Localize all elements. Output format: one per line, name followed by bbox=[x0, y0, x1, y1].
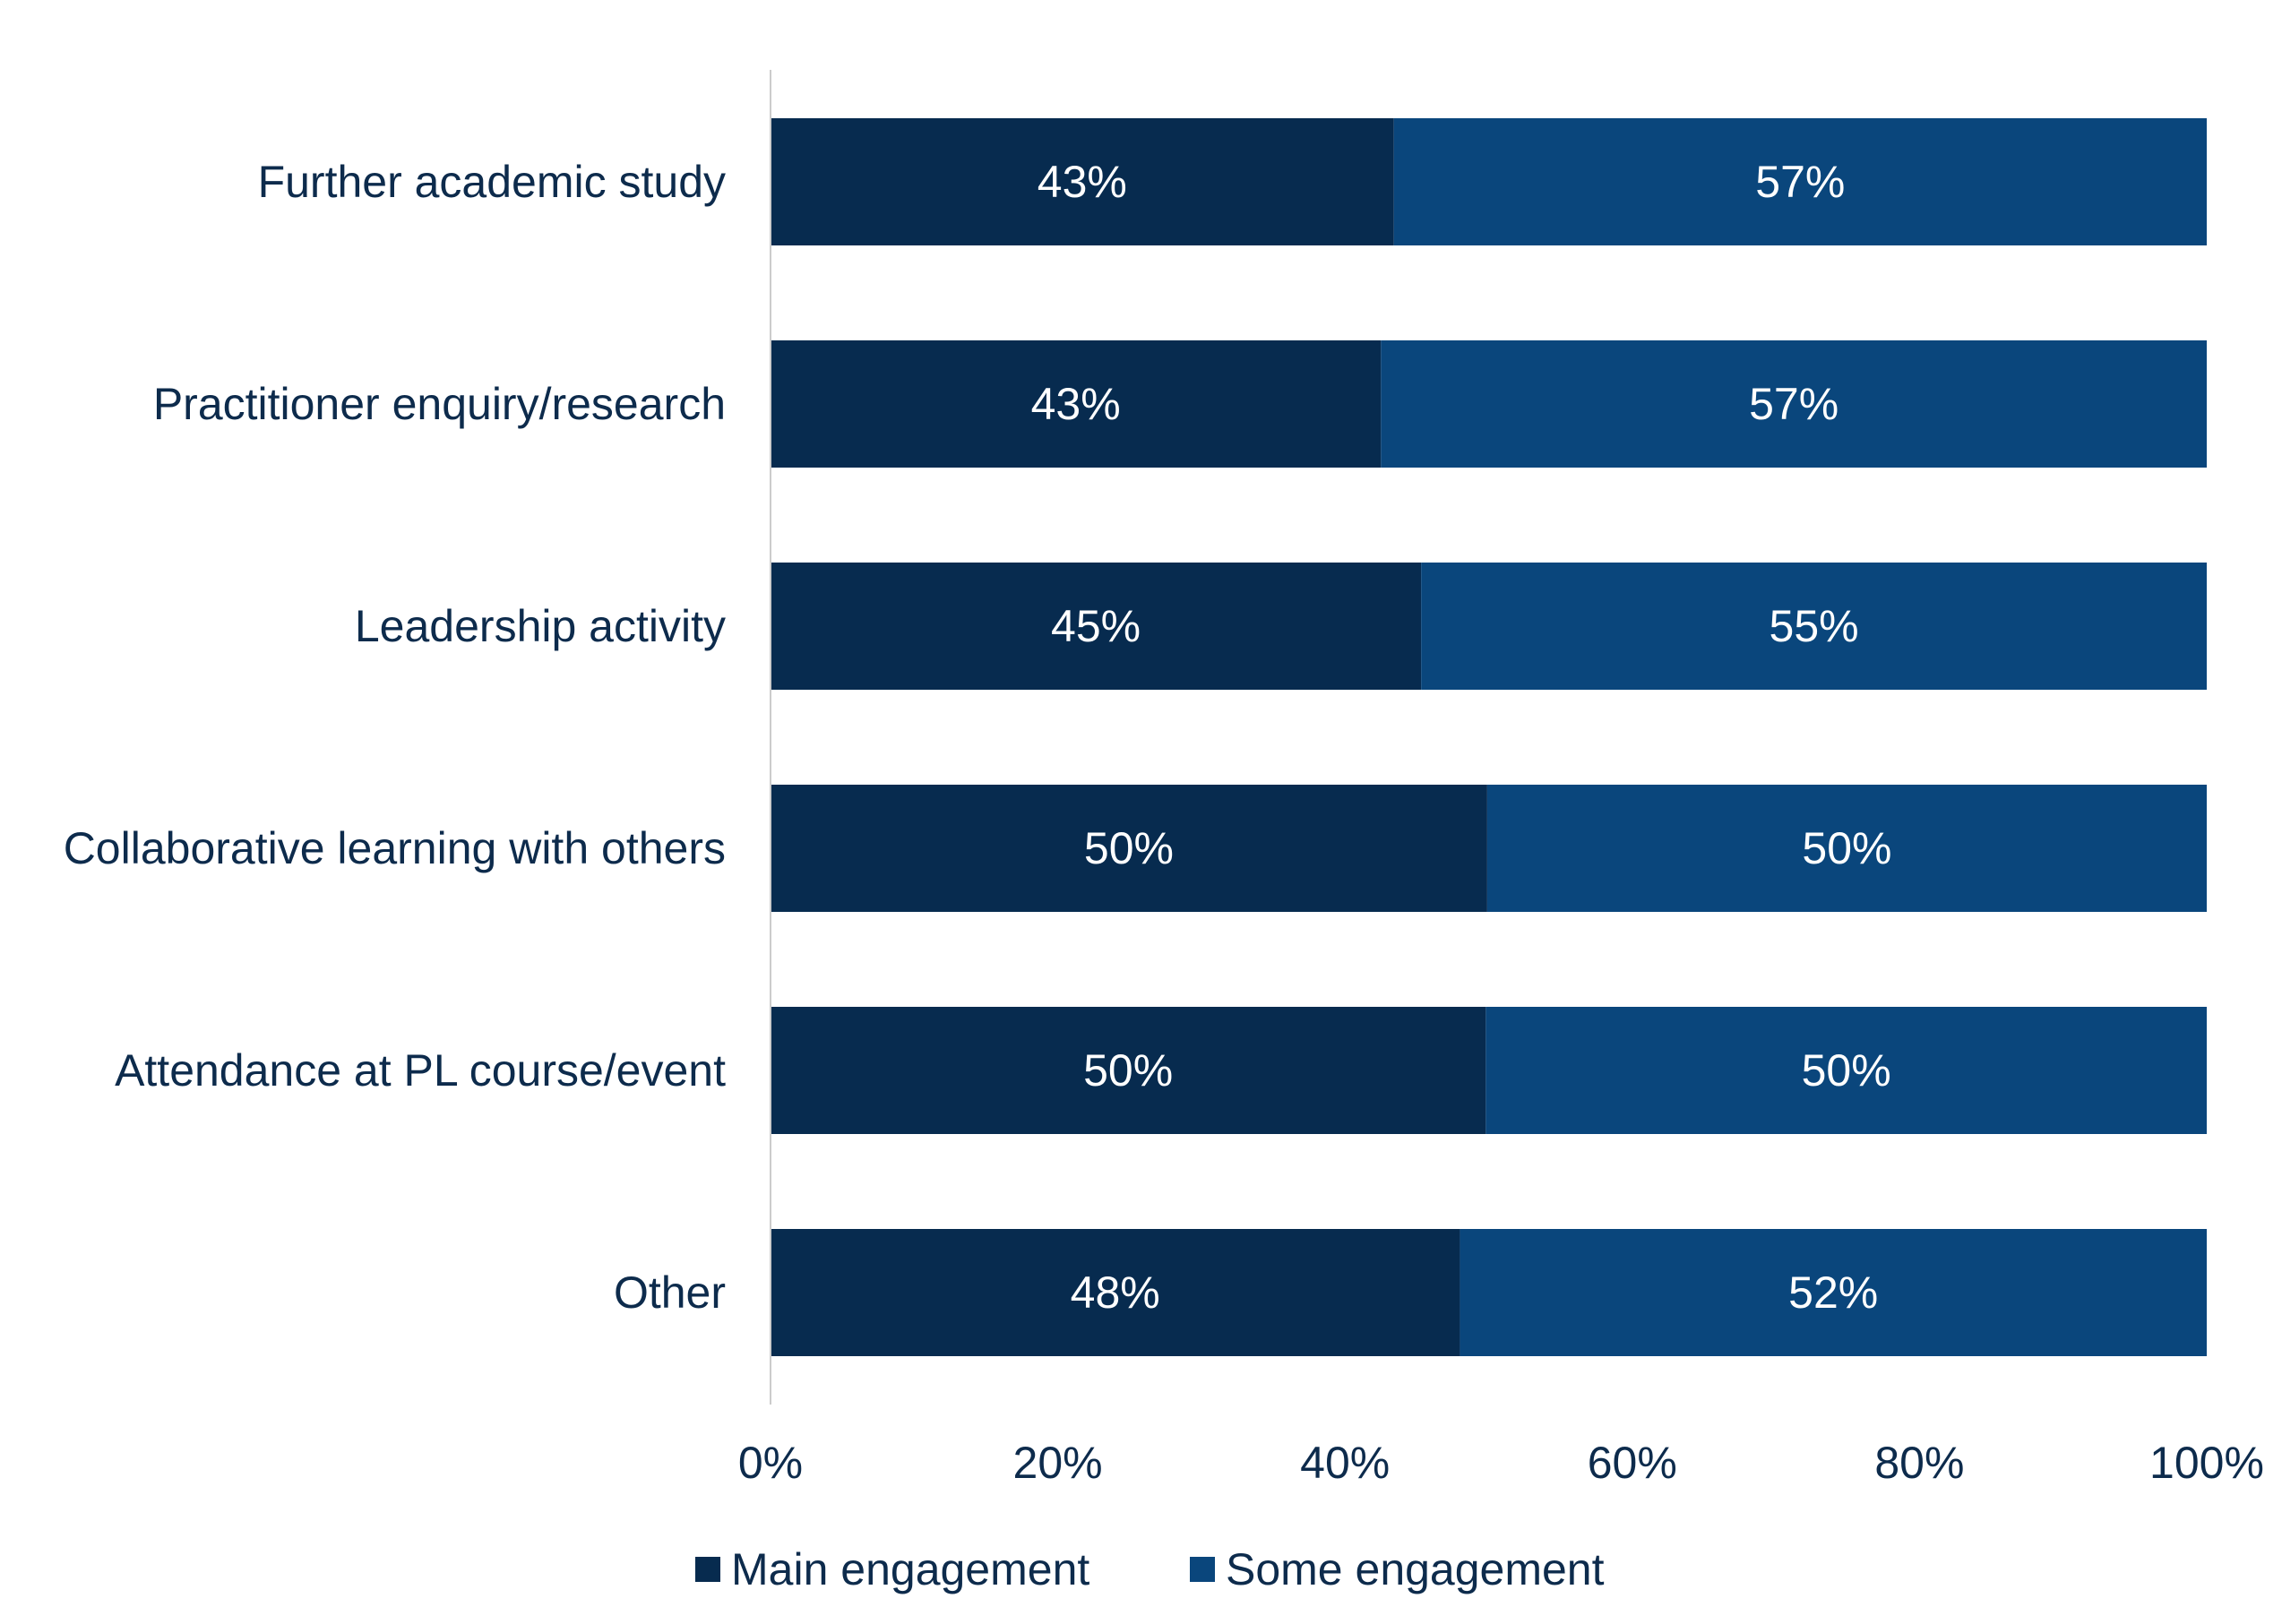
bar-some-engagement bbox=[1486, 785, 2207, 912]
category-label: Leadership activity bbox=[355, 601, 726, 651]
x-tick-label: 80% bbox=[1874, 1438, 1964, 1488]
category-label: Further academic study bbox=[258, 157, 726, 207]
bar-main-engagement bbox=[771, 340, 1382, 468]
data-label-main-engagement: 43% bbox=[1031, 379, 1121, 429]
legend-swatch bbox=[1190, 1557, 1215, 1582]
bar-main-engagement bbox=[771, 1229, 1460, 1356]
bar-main-engagement bbox=[771, 118, 1394, 245]
x-tick-label: 40% bbox=[1300, 1438, 1390, 1488]
data-label-main-engagement: 50% bbox=[1083, 1045, 1173, 1096]
bar-some-engagement bbox=[1381, 340, 2207, 468]
data-label-some-engagement: 55% bbox=[1770, 601, 1859, 651]
bar-some-engagement bbox=[1460, 1229, 2207, 1356]
data-label-some-engagement: 52% bbox=[1788, 1267, 1878, 1318]
legend-label: Main engagement bbox=[731, 1544, 1089, 1594]
category-labels: Further academic study Practitioner enqui… bbox=[64, 157, 726, 1318]
bar-some-engagement bbox=[1393, 118, 2207, 245]
bar-some-engagement bbox=[1485, 1007, 2207, 1134]
x-tick-label: 100% bbox=[2149, 1438, 2264, 1488]
bars-group: 43% 57% 43% 57% 45% 55% 50% 50% 50% 50% 48% 52% bbox=[771, 118, 2207, 1356]
bar-main-engagement bbox=[771, 1007, 1486, 1134]
x-tick-label: 0% bbox=[738, 1438, 803, 1488]
data-label-main-engagement: 45% bbox=[1051, 601, 1141, 651]
data-label-some-engagement: 57% bbox=[1749, 379, 1839, 429]
bar-main-engagement bbox=[771, 785, 1487, 912]
category-label: Practitioner enquiry/research bbox=[153, 379, 726, 429]
category-label: Other bbox=[614, 1267, 726, 1318]
category-label: Collaborative learning with others bbox=[64, 823, 726, 873]
data-label-some-engagement: 57% bbox=[1755, 157, 1845, 207]
legend-label: Some engagement bbox=[1226, 1544, 1605, 1594]
legend-swatch bbox=[695, 1557, 720, 1582]
x-tick-label: 20% bbox=[1013, 1438, 1103, 1488]
data-label-some-engagement: 50% bbox=[1802, 823, 1891, 873]
data-label-main-engagement: 43% bbox=[1038, 157, 1127, 207]
legend: Main engagement Some engagement bbox=[695, 1544, 1605, 1594]
category-label: Attendance at PL course/event bbox=[115, 1045, 726, 1096]
data-label-main-engagement: 48% bbox=[1071, 1267, 1160, 1318]
data-label-some-engagement: 50% bbox=[1802, 1045, 1891, 1096]
data-label-main-engagement: 50% bbox=[1084, 823, 1174, 873]
x-axis-ticks: 0% 20% 40% 60% 80% 100% bbox=[738, 1438, 2264, 1488]
x-tick-label: 60% bbox=[1588, 1438, 1677, 1488]
bar-some-engagement bbox=[1421, 563, 2207, 690]
bar-main-engagement bbox=[771, 563, 1422, 690]
